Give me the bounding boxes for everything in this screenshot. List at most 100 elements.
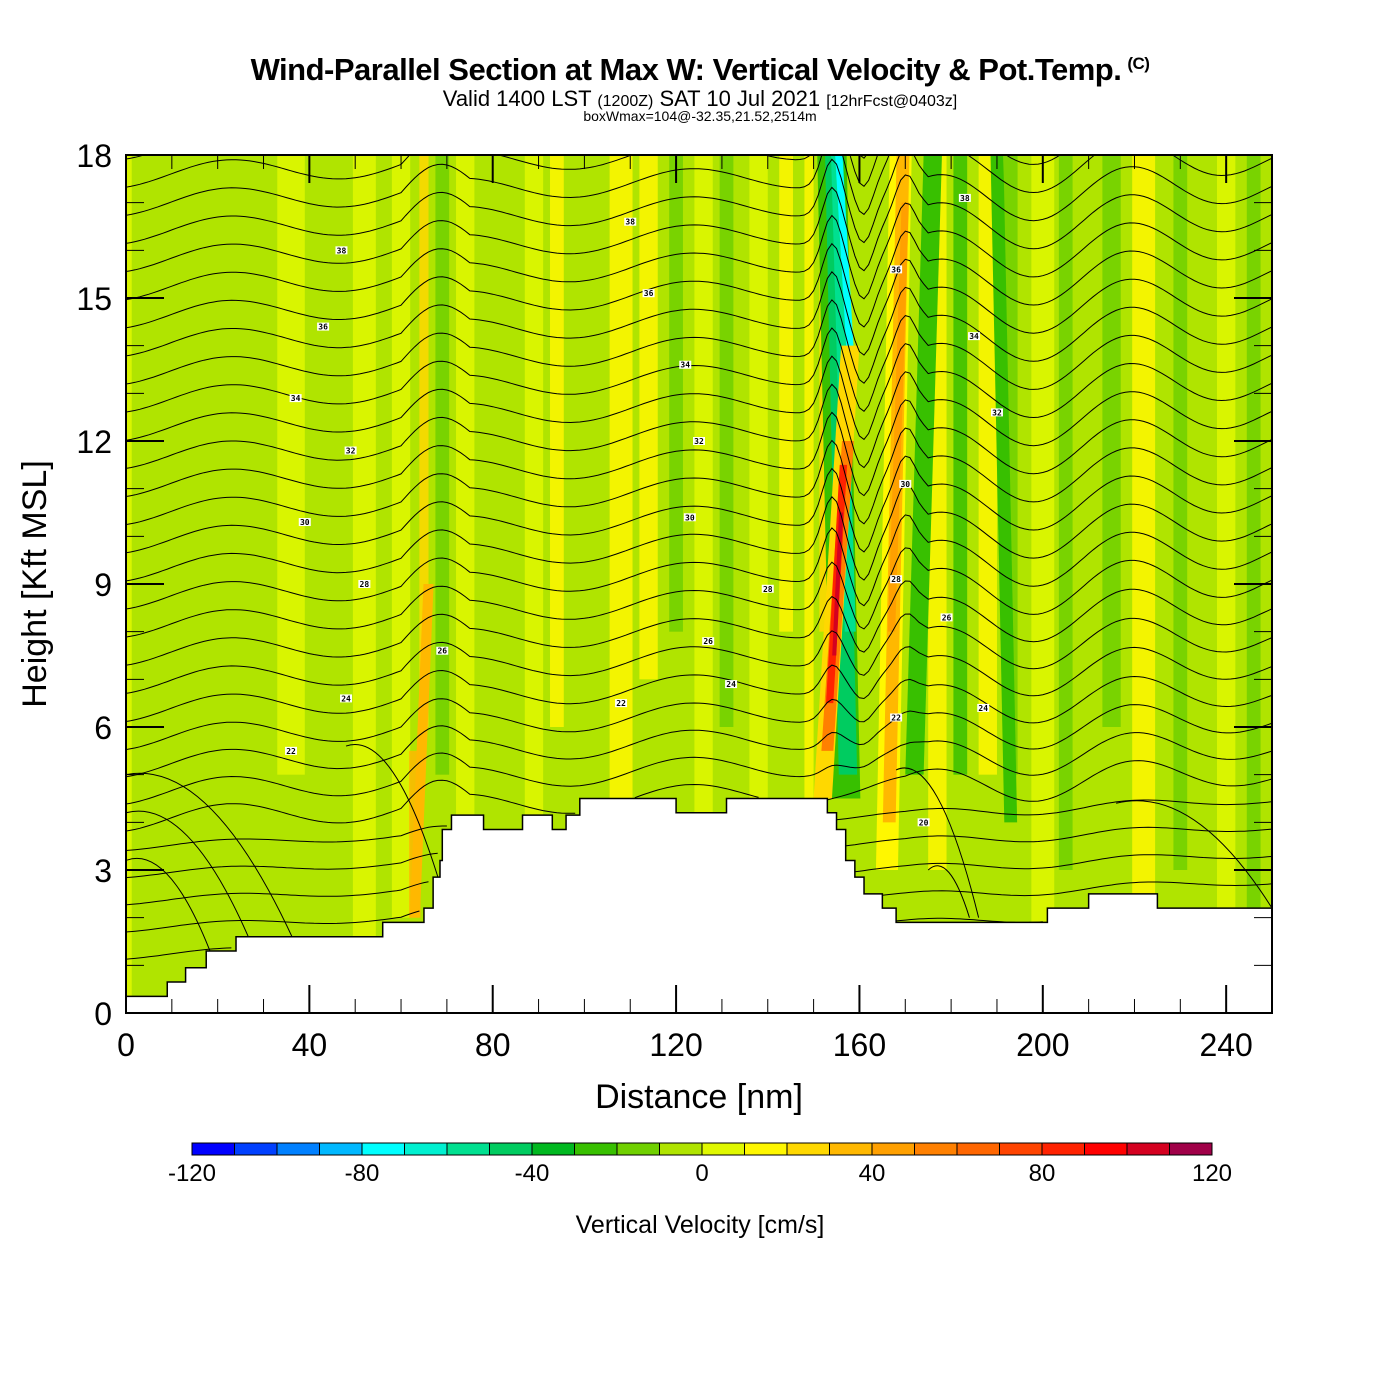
terrain	[126, 797, 1272, 1013]
theta-contour-line	[126, 547, 1272, 638]
colorbar-swatch	[871, 1142, 915, 1156]
contour-label: 34	[289, 394, 302, 403]
x-tick-label: 160	[833, 1027, 886, 1063]
theta-contour-line	[126, 854, 1272, 906]
theta-contour-closed	[1116, 800, 1272, 909]
theta-contour-line	[126, 371, 1272, 469]
colorbar-swatch	[404, 1142, 448, 1156]
theta-contour-line	[126, 155, 1061, 188]
theta-contour-line	[126, 155, 1272, 244]
theta-contour-line	[126, 799, 1272, 851]
contour-label-text: 38	[337, 246, 347, 255]
contour-label: 38	[624, 217, 637, 227]
contour-label: 36	[642, 289, 655, 298]
valid-utc: (1200Z)	[597, 93, 654, 110]
field-band	[1216, 155, 1236, 1013]
contour-label-box	[317, 322, 330, 331]
colorbar-swatch	[744, 1142, 788, 1156]
theta-contour-line	[126, 732, 1272, 805]
contour-label-box	[344, 446, 357, 455]
contour-label: 22	[615, 699, 628, 708]
contour-label-text: 30	[300, 518, 310, 527]
colorbar-tick-label: 80	[1029, 1160, 1056, 1187]
theta-contour-line	[126, 455, 1272, 554]
field-band	[391, 155, 411, 918]
contour-label-text: 22	[286, 747, 296, 756]
contour-label: 28	[890, 575, 903, 584]
y-tick-label: 0	[94, 996, 112, 1032]
field-band	[1132, 155, 1156, 1013]
contour-label: 28	[761, 584, 774, 594]
contour-label-text: 38	[625, 218, 635, 227]
contour-label-text: 26	[437, 647, 447, 656]
colorbar-swatch	[1041, 1142, 1085, 1156]
y-axis-label: Height [Kft MSL]	[16, 460, 54, 708]
colorbar-swatch	[489, 1142, 533, 1156]
field-band	[804, 155, 814, 1013]
contour-label-text: 34	[969, 332, 979, 341]
contour-label-box	[977, 703, 990, 712]
field-band	[669, 155, 683, 632]
colorbar-swatch	[574, 1142, 618, 1156]
contour-label: 32	[693, 437, 705, 446]
contour-label: 26	[702, 637, 715, 646]
contour-label-text: 24	[341, 694, 351, 703]
theta-contour-line	[126, 399, 1272, 497]
copyright-mark: (C)	[1127, 53, 1150, 73]
field-band	[953, 155, 968, 775]
contour-label-box	[761, 584, 774, 593]
theta-contour-line	[126, 826, 1272, 879]
colorbar-swatch	[446, 1142, 490, 1156]
theta-contour-line	[126, 760, 1272, 832]
contour-label-box	[940, 613, 953, 622]
field-band	[719, 155, 734, 727]
field-band	[1173, 155, 1188, 870]
contour-label-box	[890, 575, 903, 584]
contour-label-text: 26	[703, 637, 713, 646]
contour-label: 30	[683, 513, 696, 522]
theta-contour-line	[126, 514, 1272, 610]
contour-label-box	[725, 680, 738, 689]
colorbar-tick-label: 120	[1192, 1160, 1232, 1187]
field-band	[1058, 155, 1073, 870]
contour-label-text: 22	[891, 713, 901, 722]
x-tick-label: 120	[649, 1027, 702, 1063]
contour-label: 26	[940, 613, 953, 622]
theta-contour-line	[126, 155, 1272, 216]
contour-label-text: 20	[919, 818, 929, 827]
contour-label: 34	[679, 360, 692, 370]
contour-label-box	[285, 746, 298, 755]
theta-contour-line	[126, 675, 1272, 751]
colorbar-tick-label: -120	[168, 1160, 216, 1187]
contour-label-text: 26	[942, 613, 952, 622]
contour-label: 24	[725, 680, 738, 689]
x-tick-label: 200	[1016, 1027, 1069, 1063]
y-tick-label: 12	[76, 424, 112, 460]
west-updraft-core	[409, 584, 434, 918]
y-tick-label: 15	[76, 281, 112, 317]
green-streak	[905, 155, 942, 775]
contour-label: 32	[990, 408, 1003, 417]
contour-label-box	[990, 408, 1003, 417]
y-tick-label: 3	[94, 853, 112, 889]
contour-label-box	[890, 713, 903, 722]
theta-contour-line	[126, 646, 1272, 722]
contour-label: 30	[298, 518, 311, 527]
colorbar-swatch	[999, 1142, 1043, 1156]
colorbar-swatch	[786, 1142, 830, 1156]
contour-label-text: 24	[726, 680, 736, 689]
contour-label-box	[890, 265, 903, 274]
contour-label-box	[624, 217, 637, 226]
contour-label-text: 38	[960, 194, 970, 203]
field-band	[456, 155, 475, 1013]
theta-contour-closed	[927, 865, 970, 918]
contour-label-box	[615, 699, 628, 708]
field-band	[524, 155, 544, 823]
contour-label-text: 34	[291, 394, 301, 403]
forecast-info: [12hrFcst@0403z]	[826, 93, 958, 110]
contour-label: 34	[968, 332, 981, 341]
downdraft-peak	[835, 155, 857, 394]
field-band	[550, 155, 564, 727]
contour-label-text: 32	[992, 408, 1002, 417]
